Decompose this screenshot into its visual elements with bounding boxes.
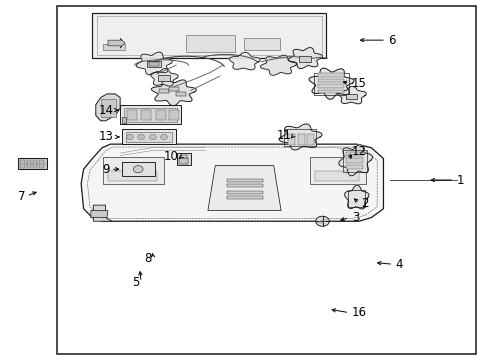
Circle shape bbox=[149, 134, 156, 139]
Bar bbox=[120, 105, 181, 125]
Bar bbox=[317, 73, 344, 77]
Bar bbox=[108, 171, 157, 181]
Bar bbox=[18, 158, 47, 169]
Polygon shape bbox=[81, 144, 383, 221]
Polygon shape bbox=[337, 86, 366, 104]
Polygon shape bbox=[91, 211, 108, 218]
Bar bbox=[92, 13, 326, 58]
Bar bbox=[97, 17, 321, 55]
Text: 7: 7 bbox=[18, 190, 25, 203]
Polygon shape bbox=[288, 48, 322, 68]
Bar bbox=[284, 129, 315, 146]
Circle shape bbox=[133, 166, 143, 173]
Circle shape bbox=[315, 216, 329, 226]
Bar bbox=[158, 75, 169, 81]
Polygon shape bbox=[338, 145, 372, 176]
Bar bbox=[168, 87, 178, 91]
Circle shape bbox=[138, 134, 144, 139]
Circle shape bbox=[126, 134, 133, 139]
Bar bbox=[179, 154, 187, 158]
Bar bbox=[122, 117, 125, 123]
Bar bbox=[169, 111, 179, 120]
Polygon shape bbox=[279, 124, 322, 150]
Bar bbox=[123, 108, 177, 122]
Bar bbox=[141, 111, 151, 120]
Text: 12: 12 bbox=[351, 145, 366, 158]
Bar bbox=[39, 160, 43, 168]
Bar bbox=[288, 134, 295, 145]
Text: 13: 13 bbox=[98, 130, 113, 144]
Bar bbox=[345, 165, 362, 169]
Text: 1: 1 bbox=[456, 174, 463, 186]
Text: 15: 15 bbox=[351, 77, 366, 90]
Text: 10: 10 bbox=[163, 150, 179, 163]
Bar bbox=[243, 38, 280, 50]
Bar bbox=[317, 84, 344, 88]
Polygon shape bbox=[108, 39, 125, 48]
Bar bbox=[127, 111, 137, 120]
Polygon shape bbox=[150, 68, 178, 86]
Bar bbox=[345, 94, 356, 99]
Bar bbox=[176, 92, 185, 96]
Bar bbox=[103, 44, 125, 50]
Bar bbox=[342, 150, 366, 172]
Bar bbox=[101, 99, 116, 117]
Text: 16: 16 bbox=[351, 306, 366, 319]
Text: 2: 2 bbox=[361, 197, 368, 210]
Bar bbox=[317, 79, 344, 82]
Bar bbox=[298, 134, 305, 145]
Polygon shape bbox=[260, 55, 296, 75]
Circle shape bbox=[160, 134, 167, 139]
Bar bbox=[310, 157, 366, 184]
Bar bbox=[33, 160, 37, 168]
Bar bbox=[227, 191, 262, 194]
Bar bbox=[156, 111, 165, 120]
Bar bbox=[313, 73, 348, 95]
Bar bbox=[299, 56, 310, 62]
Bar bbox=[122, 129, 176, 144]
Polygon shape bbox=[207, 166, 281, 211]
Bar bbox=[347, 190, 365, 207]
Bar bbox=[306, 134, 313, 145]
Bar bbox=[227, 179, 262, 182]
Bar bbox=[317, 90, 344, 93]
Polygon shape bbox=[229, 52, 260, 70]
Polygon shape bbox=[344, 185, 368, 209]
Polygon shape bbox=[136, 52, 172, 75]
Polygon shape bbox=[308, 68, 353, 99]
Bar bbox=[345, 152, 362, 156]
Bar bbox=[315, 171, 358, 181]
Bar bbox=[26, 160, 31, 168]
Bar bbox=[122, 162, 155, 176]
Bar bbox=[185, 36, 234, 51]
Bar bbox=[227, 184, 262, 187]
Bar bbox=[149, 62, 158, 66]
Bar bbox=[227, 196, 262, 199]
Bar bbox=[57, 6, 475, 354]
Text: 14: 14 bbox=[98, 104, 113, 117]
Bar bbox=[159, 89, 168, 93]
Polygon shape bbox=[151, 80, 196, 106]
Bar bbox=[345, 158, 362, 163]
Text: 5: 5 bbox=[132, 276, 140, 289]
Bar bbox=[147, 60, 160, 67]
Text: 9: 9 bbox=[102, 163, 109, 176]
Bar bbox=[177, 153, 190, 165]
Text: 11: 11 bbox=[276, 129, 290, 142]
Polygon shape bbox=[96, 94, 120, 121]
Polygon shape bbox=[93, 205, 112, 221]
Bar bbox=[125, 132, 172, 142]
Bar bbox=[178, 158, 188, 164]
Text: 8: 8 bbox=[144, 252, 152, 265]
Bar bbox=[20, 160, 24, 168]
Bar bbox=[103, 157, 163, 184]
Text: 6: 6 bbox=[387, 33, 395, 47]
Text: 4: 4 bbox=[395, 258, 402, 271]
Text: 3: 3 bbox=[351, 211, 358, 224]
